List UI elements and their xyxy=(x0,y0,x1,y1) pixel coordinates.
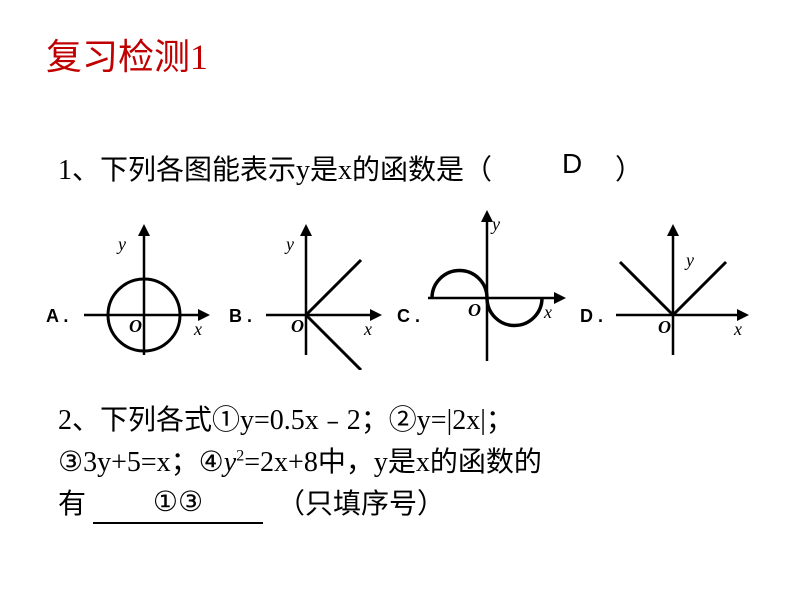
question-1-answer: D xyxy=(562,148,582,180)
question-2-line2: ③3y+5=x；④y2=2x+8中，y是x的函数的 xyxy=(58,442,738,484)
question-2-line1: 2、下列各式①y=0.5x﹣2；②y=|2x|； xyxy=(58,400,738,442)
graphs-container: A . y O x B . y O x C . xyxy=(46,220,746,380)
graph-c-overlay: y O x xyxy=(422,206,572,376)
question-2-answer: ①③ xyxy=(93,486,263,524)
svg-text:O: O xyxy=(129,316,142,336)
svg-text:y: y xyxy=(684,250,694,270)
q2-line3-pre: 有 xyxy=(58,489,93,520)
graph-a: y O x xyxy=(74,220,214,370)
svg-text:O: O xyxy=(468,300,481,320)
question-1-stem: 1、下列各图能表示y是x的函数是（ xyxy=(58,148,492,188)
option-d-label: D . xyxy=(580,306,603,327)
svg-text:y: y xyxy=(284,234,294,254)
svg-text:O: O xyxy=(658,317,671,337)
graph-d: y O x xyxy=(608,220,758,370)
svg-text:x: x xyxy=(193,319,202,339)
svg-text:x: x xyxy=(733,319,742,339)
q2-line3-post: （只填序号） xyxy=(277,489,445,520)
option-b-label: B . xyxy=(229,306,252,327)
svg-text:y: y xyxy=(116,234,126,254)
page-title: 复习检测1 xyxy=(46,28,208,80)
y-squared-y: y xyxy=(224,447,236,478)
graph-b: y O x xyxy=(256,220,396,370)
q2-line2-post: =2x+8中，y是x的函数的 xyxy=(244,447,542,478)
question-1-close-paren: ） xyxy=(615,148,643,188)
option-c-label: C . xyxy=(397,306,420,327)
question-2-line3: 有 ①③ （只填序号） xyxy=(58,484,738,526)
q2-line2-pre: ③3y+5=x；④ xyxy=(58,447,224,478)
option-a-label: A . xyxy=(46,306,68,327)
svg-text:x: x xyxy=(363,319,372,339)
svg-text:x: x xyxy=(543,302,552,322)
svg-text:O: O xyxy=(291,316,304,336)
svg-text:y: y xyxy=(490,214,500,234)
question-2: 2、下列各式①y=0.5x﹣2；②y=|2x|； ③3y+5=x；④y2=2x+… xyxy=(58,400,738,526)
